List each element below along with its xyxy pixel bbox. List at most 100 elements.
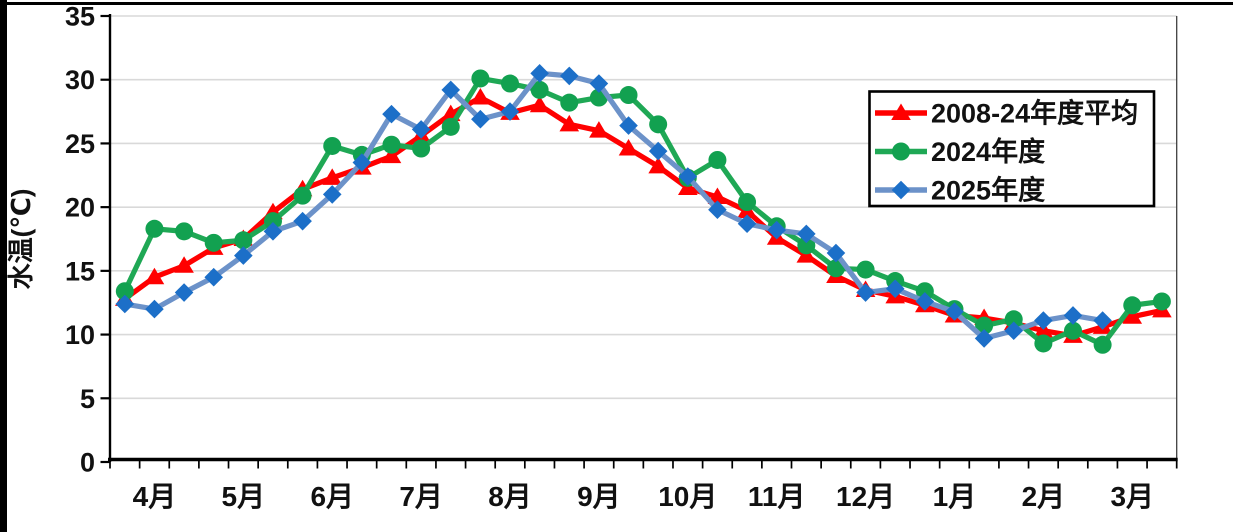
page-edge-left [0, 0, 7, 532]
data-point-2008-24年度平均-18 [648, 156, 668, 174]
data-point-2008-24年度平均-9 [381, 146, 402, 164]
x-tick-label-6月: 6月 [310, 481, 354, 512]
data-point-2025年度-29 [974, 329, 994, 348]
data-point-2024年度-0 [115, 282, 134, 301]
data-point-2025年度-23 [797, 224, 816, 244]
data-point-2025年度-11 [441, 80, 461, 100]
data-point-2024年度-13 [501, 74, 520, 93]
data-point-2024年度-24 [826, 259, 845, 278]
x-tick-label-11月: 11月 [748, 481, 806, 512]
data-point-2024年度-7 [323, 136, 342, 155]
data-point-2024年度-30 [1004, 310, 1023, 329]
data-point-2025年度-18 [648, 141, 668, 161]
data-point-2024年度-10 [412, 139, 431, 158]
data-point-2024年度-35 [1152, 292, 1171, 311]
data-point-2008-24年度平均-7 [322, 168, 343, 185]
data-point-2024年度-17 [619, 86, 638, 105]
data-point-2025年度-27 [915, 292, 935, 311]
x-tick-label-7月: 7月 [399, 481, 443, 512]
x-tick-label-9月: 9月 [577, 481, 621, 512]
x-tick-label-10月: 10月 [658, 481, 717, 512]
y-tick-label-35: 35 [65, 2, 95, 32]
data-point-2025年度-16 [589, 74, 609, 93]
data-point-2024年度-20 [708, 150, 727, 169]
data-point-2025年度-9 [382, 104, 401, 124]
data-point-2025年度-21 [737, 214, 757, 234]
data-point-2025年度-22 [767, 220, 786, 240]
y-tick-label-30: 30 [65, 65, 95, 95]
data-point-2025年度-31 [1034, 311, 1053, 330]
data-point-2024年度-31 [1034, 334, 1053, 353]
data-point-2024年度-14 [530, 80, 549, 99]
y-tick-label-15: 15 [65, 256, 95, 286]
data-point-2008-24年度平均-17 [618, 139, 639, 156]
y-axis-title: 水温(℃) [6, 189, 36, 290]
data-point-2024年度-34 [1123, 296, 1142, 315]
data-point-2025年度-20 [708, 200, 727, 219]
x-tick-label-5月: 5月 [222, 481, 266, 512]
x-tick-label-8月: 8月 [488, 481, 532, 512]
data-point-2024年度-25 [856, 260, 875, 279]
data-point-2025年度-1 [145, 299, 164, 319]
data-point-2025年度-2 [174, 283, 194, 302]
x-tick-label-12月: 12月 [836, 481, 895, 512]
data-point-2025年度-3 [204, 267, 224, 287]
data-point-2008-24年度平均-16 [589, 121, 609, 138]
x-tick-label-1月: 1月 [933, 481, 977, 512]
y-tick-label-25: 25 [65, 129, 95, 159]
data-point-2025年度-7 [322, 185, 342, 204]
legend-marker-2025年度 [891, 180, 911, 200]
data-point-2008-24年度平均-2 [174, 256, 194, 273]
data-point-2024年度-3 [204, 233, 223, 252]
data-point-2025年度-4 [234, 246, 253, 265]
data-point-2025年度-25 [856, 283, 875, 302]
data-point-2024年度-6 [293, 186, 312, 205]
data-point-2025年度-6 [293, 211, 312, 231]
data-point-2025年度-13 [500, 102, 520, 121]
y-tick-label-5: 5 [80, 384, 95, 414]
data-point-2025年度-15 [559, 66, 579, 86]
data-point-2024年度-32 [1063, 321, 1082, 340]
y-tick-label-0: 0 [80, 448, 95, 478]
data-point-2008-24年度平均-15 [559, 114, 580, 132]
data-point-2008-24年度平均-1 [144, 267, 165, 285]
data-point-2025年度-33 [1093, 311, 1112, 330]
y-tick-label-10: 10 [65, 320, 95, 350]
x-tick-label-3月: 3月 [1110, 481, 1154, 512]
legend-marker-2008-24年度平均 [891, 103, 911, 120]
data-point-2024年度-18 [649, 115, 668, 134]
data-point-2025年度-14 [530, 64, 549, 83]
series-line-2025年度 [122, 70, 1106, 341]
page-edge-top [0, 2, 1233, 5]
data-point-2024年度-5 [263, 212, 282, 231]
data-point-2008-24年度平均-34 [1122, 307, 1143, 324]
data-point-2024年度-12 [471, 69, 490, 88]
data-point-2008-24年度平均-20 [707, 187, 728, 204]
data-point-2008-24年度平均-12 [470, 88, 491, 105]
data-point-2025年度-28 [945, 302, 964, 321]
data-point-2025年度-26 [885, 279, 905, 298]
legend-label-2025年度: 2025年度 [931, 175, 1045, 206]
data-point-2024年度-9 [382, 135, 401, 154]
data-point-2008-24年度平均-14 [529, 95, 550, 113]
data-point-2025年度-19 [678, 167, 698, 186]
x-tick-label-2月: 2月 [1022, 481, 1066, 512]
x-tick-label-4月: 4月 [133, 481, 177, 512]
data-point-2025年度-24 [826, 243, 846, 263]
legend-marker-2024年度 [892, 142, 910, 161]
data-point-2025年度-32 [1063, 306, 1083, 325]
data-point-2024年度-27 [915, 282, 934, 301]
data-point-2025年度-8 [352, 153, 372, 172]
data-point-2025年度-0 [115, 294, 135, 314]
data-point-2024年度-29 [975, 316, 994, 335]
data-point-2025年度-5 [263, 222, 283, 241]
data-point-2025年度-12 [471, 109, 490, 129]
data-point-2025年度-17 [619, 116, 638, 135]
data-point-2024年度-23 [797, 236, 816, 255]
data-point-2024年度-4 [234, 231, 253, 250]
legend-label-2024年度: 2024年度 [931, 136, 1045, 167]
data-point-2024年度-2 [175, 222, 194, 241]
data-point-2025年度-10 [411, 120, 431, 139]
